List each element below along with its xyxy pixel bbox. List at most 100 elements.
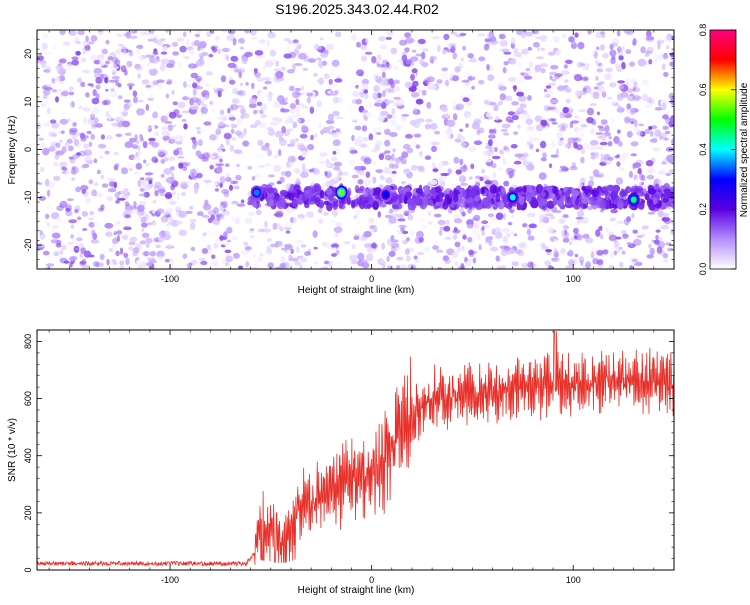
spectrogram-cell [568,259,575,267]
spectrogram-cell [362,188,369,198]
spectrogram-cell [234,130,243,136]
spectrogram-cell [227,107,231,114]
spectrogram-cell [476,233,481,241]
spectrogram-cell [361,109,368,113]
spectrogram-cell [411,68,418,74]
spectrogram-cell [270,243,277,248]
spectrogram-cell [501,228,511,234]
spectrogram-cell [331,156,338,162]
spectrogram-cell [39,166,45,172]
spectrogram-cell [202,203,212,211]
spectrogram-cell [284,118,294,124]
spectrogram-cell [621,191,627,196]
spectrogram-cell [297,214,305,220]
spectrogram-cell [348,147,357,155]
spectrogram-cell [228,116,236,121]
spectrogram-cell [662,125,669,130]
spectrogram-cell [117,95,123,100]
spectrogram-cell [106,258,110,266]
spectrogram-cell [196,59,205,67]
spectrogram-cell [269,121,279,126]
spectrogram-cell [617,129,621,134]
spectrogram-cell [528,61,534,68]
spectrogram-cell [440,106,448,112]
spectrogram-cell [45,66,52,74]
spectrogram-cell [299,133,308,139]
spectrogram-cell [104,76,109,84]
spectrogram-cell [415,168,419,173]
y-tick-label: 800 [23,334,33,349]
spectrogram-cell [374,113,381,120]
spectrogram-cell [525,118,533,125]
spectrogram-cell [551,257,560,263]
spectrogram-cell [325,43,335,51]
spectrogram-cell [574,253,579,258]
spectrogram-cell [355,188,364,194]
spectrogram-cell [540,157,547,162]
spectrogram-cell [206,31,212,38]
spectrogram-cell [80,58,87,62]
spectrogram-cell [371,56,377,64]
spectrogram-cell [451,175,461,180]
spectrogram-cell [332,201,339,210]
spectrogram-cell [511,261,519,267]
spectrogram-cell [169,257,174,265]
spectrogram-cell [538,212,543,217]
spectrogram-cell [281,108,290,113]
spectrogram-cell [523,75,533,80]
spectrogram-cell [56,67,61,74]
spectrogram-cell [578,109,587,113]
spectrogram-cell [461,136,466,141]
spectrogram-cell [670,228,674,235]
spectrogram-cell [279,138,283,145]
spectrogram-cell [354,125,362,131]
spectrogram-cell [630,153,637,157]
spectrogram-cell [324,242,332,249]
spectrogram-cell [608,136,612,140]
spectrogram-cell [318,161,327,165]
spectrogram-cell [284,97,289,102]
spectrogram-cell [157,149,164,157]
spectrogram-cell [98,143,107,149]
spectrogram-cell [644,53,650,57]
spectrogram-cell [248,212,255,216]
spectrogram-cell [296,246,300,254]
spectrogram-cell [417,89,423,94]
spectrogram-cell [212,87,220,92]
spectrogram-cell [158,255,163,261]
spectrogram-cell [596,46,600,51]
spectrogram-cell [69,129,77,136]
spectrogram-cell [145,162,150,167]
spectrogram-cell [312,230,318,238]
spectrogram-cell [441,67,449,72]
spectrogram-cell [331,253,337,257]
spectrogram-cell [119,115,125,122]
spectrogram-cell [629,265,634,269]
spectrogram-cell [629,256,638,265]
spectrogram-cell [570,120,579,124]
spectrogram-cell [77,30,85,36]
spectrogram-cell [277,78,284,82]
spectrogram-cell [160,63,166,72]
spectrogram-cell [279,226,284,232]
spectrogram-cell [62,41,71,47]
spectrogram-cell [418,184,423,192]
spectrogram-cell [644,104,652,108]
spectrogram-cell [506,251,511,255]
spectrogram-cell [365,37,369,44]
spectrogram-cell [81,56,86,64]
spectrogram-cell [410,234,416,238]
spectrogram-cell [79,260,87,265]
spectrogram-cell [289,216,297,224]
spectrogram-cell [353,215,358,219]
spectrogram-cell [301,105,309,109]
spectrogram-cell [400,158,407,165]
spectrogram-cell [256,101,263,106]
spectrogram-cell [147,97,154,101]
spectrogram-cell [306,211,314,218]
spectrogram-peak [382,191,389,199]
spectrogram-cell [395,162,399,169]
spectrogram-cell [520,72,529,77]
